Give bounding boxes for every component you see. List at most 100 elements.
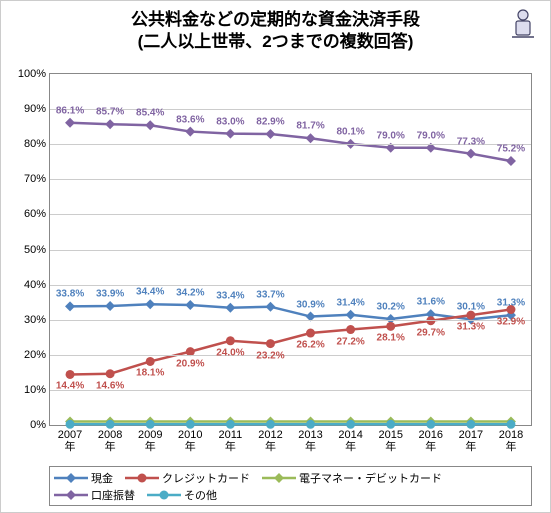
x-tick: 2012年	[258, 425, 282, 453]
x-tick: 2013年	[298, 425, 322, 453]
data-label: 33.8%	[56, 289, 84, 300]
legend-swatch	[125, 471, 159, 485]
marker-circle	[146, 357, 155, 366]
y-tick: 90%	[24, 103, 50, 115]
data-label: 86.1%	[56, 105, 84, 116]
legend-item: その他	[147, 487, 217, 503]
marker-circle	[346, 325, 355, 334]
data-label: 83.0%	[216, 116, 244, 127]
data-label: 77.3%	[457, 136, 485, 147]
marker-diamond	[65, 301, 75, 311]
marker-diamond	[185, 300, 195, 310]
data-label: 14.6%	[96, 380, 124, 391]
legend-label: 口座振替	[91, 487, 135, 503]
x-tick: 2015年	[378, 425, 402, 453]
data-label: 18.1%	[136, 368, 164, 379]
data-label: 30.9%	[296, 299, 324, 310]
legend-label: 電子マネー・デビットカード	[299, 470, 442, 486]
data-label: 28.1%	[377, 333, 405, 344]
data-label: 14.4%	[56, 381, 84, 392]
marker-diamond	[265, 129, 275, 139]
marker-diamond	[145, 120, 155, 130]
legend-item: クレジットカード	[125, 470, 250, 486]
x-tick: 2008年	[98, 425, 122, 453]
x-tick: 2007年	[58, 425, 82, 453]
data-label: 27.2%	[336, 336, 364, 347]
data-label: 30.2%	[377, 301, 405, 312]
gridline	[50, 355, 531, 356]
legend-swatch	[54, 488, 88, 502]
data-label: 79.0%	[417, 130, 445, 141]
marker-circle	[306, 329, 315, 338]
y-tick: 40%	[24, 279, 50, 291]
legend-label: 現金	[91, 470, 113, 486]
data-label: 33.4%	[216, 290, 244, 301]
marker-diamond	[105, 301, 115, 311]
data-label: 24.0%	[216, 347, 244, 358]
marker-diamond	[265, 302, 275, 312]
data-label: 83.6%	[176, 114, 204, 125]
data-label: 34.4%	[136, 287, 164, 298]
data-label: 80.1%	[336, 126, 364, 137]
data-label: 79.0%	[377, 130, 405, 141]
data-label: 20.9%	[176, 358, 204, 369]
legend-label: その他	[184, 487, 217, 503]
marker-diamond	[225, 303, 235, 313]
y-tick: 30%	[24, 314, 50, 326]
marker-diamond	[145, 299, 155, 309]
series-line	[70, 123, 511, 161]
data-label: 31.4%	[336, 297, 364, 308]
marker-diamond	[185, 127, 195, 137]
y-tick: 60%	[24, 208, 50, 220]
data-label: 30.1%	[457, 302, 485, 313]
marker-circle	[266, 339, 275, 348]
x-tick: 2010年	[178, 425, 202, 453]
marker-diamond	[506, 156, 516, 166]
data-label: 85.7%	[96, 107, 124, 118]
legend-item: 口座振替	[54, 487, 135, 503]
y-tick: 80%	[24, 138, 50, 150]
data-label: 26.2%	[296, 340, 324, 351]
x-tick: 2018年	[499, 425, 523, 453]
data-label: 34.2%	[176, 287, 204, 298]
legend-swatch	[147, 488, 181, 502]
legend-swatch	[54, 471, 88, 485]
marker-diamond	[65, 118, 75, 128]
chart-title: 公共料金などの定期的な資金決済手段 (二人以上世帯、2つまでの複数回答)	[1, 1, 550, 53]
data-label: 31.3%	[457, 322, 485, 333]
legend-swatch	[262, 471, 296, 485]
title-line2: (二人以上世帯、2つまでの複数回答)	[138, 32, 414, 51]
legend-label: クレジットカード	[162, 470, 250, 486]
x-tick: 2017年	[459, 425, 483, 453]
data-label: 32.9%	[497, 316, 525, 327]
gridline	[50, 250, 531, 251]
x-tick: 2011年	[219, 425, 243, 453]
data-label: 23.2%	[256, 350, 284, 361]
plot-area: 0%10%20%30%40%50%60%70%80%90%100%2007年20…	[49, 73, 532, 426]
data-label: 33.9%	[96, 289, 124, 300]
marker-diamond	[466, 149, 476, 159]
data-label: 29.7%	[417, 327, 445, 338]
gridline	[50, 214, 531, 215]
x-tick: 2014年	[338, 425, 362, 453]
y-tick: 70%	[24, 173, 50, 185]
data-label: 33.7%	[256, 289, 284, 300]
marker-circle	[386, 322, 395, 331]
title-line1: 公共料金などの定期的な資金決済手段	[131, 10, 420, 29]
data-label: 82.9%	[256, 117, 284, 128]
y-tick: 0%	[30, 419, 50, 431]
data-label: 75.2%	[497, 144, 525, 155]
data-label: 31.3%	[497, 298, 525, 309]
gridline	[50, 285, 531, 286]
y-tick: 100%	[18, 68, 50, 80]
marker-diamond	[346, 310, 356, 320]
gridline	[50, 179, 531, 180]
legend-item: 電子マネー・デビットカード	[262, 470, 442, 486]
gridline	[50, 320, 531, 321]
marker-diamond	[306, 133, 316, 143]
data-label: 85.4%	[136, 108, 164, 119]
marker-diamond	[105, 119, 115, 129]
marker-circle	[426, 316, 435, 325]
marker-circle	[226, 336, 235, 345]
y-tick: 20%	[24, 349, 50, 361]
